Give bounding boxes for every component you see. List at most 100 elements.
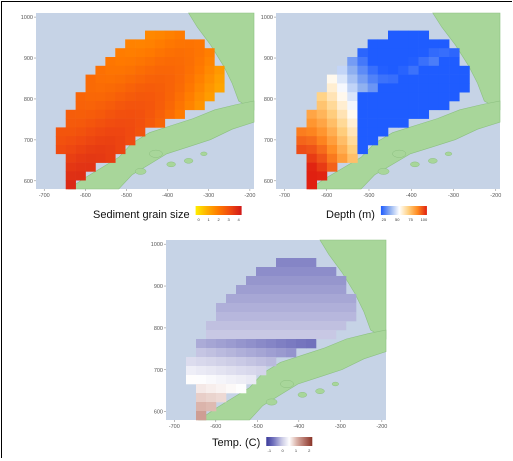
grid-cell xyxy=(95,118,106,128)
grid-cell xyxy=(145,57,156,67)
grid-cell xyxy=(286,267,297,277)
grid-cell xyxy=(246,303,257,313)
grid-cell xyxy=(206,393,217,403)
grid-cell xyxy=(226,366,237,376)
grid-cell xyxy=(184,101,195,111)
grid-cell xyxy=(408,30,419,40)
grid-cell xyxy=(296,136,307,146)
grid-cell xyxy=(337,136,348,146)
grid-cell xyxy=(154,83,166,93)
grid-cell xyxy=(216,339,227,349)
grid-cell xyxy=(186,375,197,385)
y-tick-label: 800 xyxy=(24,97,33,103)
grid-cell xyxy=(276,258,287,268)
grid-cell xyxy=(196,348,207,358)
grid-cell xyxy=(316,92,328,102)
grid-cell xyxy=(326,145,338,155)
grid-cell xyxy=(306,145,318,155)
grid-cell xyxy=(337,127,348,137)
x-tick-label: -600 xyxy=(210,424,221,430)
grid-cell xyxy=(115,145,126,155)
grid-cell xyxy=(316,101,328,111)
grid-cell xyxy=(125,109,136,119)
grid-cell xyxy=(326,101,338,111)
grid-cell xyxy=(216,366,227,376)
grid-cell xyxy=(135,39,146,49)
grid-cell xyxy=(266,330,277,340)
grid-cell xyxy=(347,57,358,67)
grid-cell xyxy=(438,92,450,102)
grid-cell xyxy=(95,153,106,163)
grid-cell xyxy=(236,285,247,295)
grid-cell xyxy=(428,83,440,93)
grid-cell xyxy=(388,48,399,58)
grid-cell xyxy=(174,39,185,49)
grid-cell xyxy=(326,330,337,340)
grid-cell xyxy=(125,57,136,67)
grid-cell xyxy=(75,101,86,111)
grid-cell xyxy=(115,101,126,111)
grid-cell xyxy=(296,294,307,304)
grid-cell xyxy=(286,276,297,286)
grid-cell xyxy=(105,83,116,93)
grid-cell xyxy=(85,118,96,128)
legend-tick-label: 4 xyxy=(237,217,240,222)
grid-cell xyxy=(105,101,116,111)
grid-cell xyxy=(125,65,136,75)
grid-cell xyxy=(174,65,185,75)
grid-cell xyxy=(256,285,267,295)
grid-cell xyxy=(256,276,267,286)
grid-cell xyxy=(174,48,185,58)
y-tick-label: 600 xyxy=(264,179,273,185)
land-south-coast xyxy=(198,329,387,421)
grid-cell xyxy=(398,30,409,40)
grid-cell xyxy=(256,357,267,367)
grid-cell xyxy=(428,101,440,111)
temp-legend-title: Temp. (C) xyxy=(212,437,260,449)
grid-cell xyxy=(95,127,106,137)
grid-cell xyxy=(135,48,146,58)
grid-cell xyxy=(388,39,399,49)
land-northeast xyxy=(319,239,387,340)
grid-cell xyxy=(85,127,96,137)
grid-cell xyxy=(216,303,227,313)
grid-cell xyxy=(135,92,146,102)
grid-cell xyxy=(266,267,277,277)
grid-cell xyxy=(326,303,337,313)
grid-cell xyxy=(326,127,338,137)
grid-cell xyxy=(85,162,96,172)
grid-cell xyxy=(226,357,237,367)
grid-cell xyxy=(206,348,217,358)
grid-cell xyxy=(346,312,357,322)
grid-cell xyxy=(326,92,338,102)
grid-cell xyxy=(337,145,348,155)
grid-cell xyxy=(418,92,430,102)
grid-cell xyxy=(337,74,348,84)
grid-cell xyxy=(276,348,287,358)
grid-cell xyxy=(337,153,348,163)
grid-cell xyxy=(357,127,368,137)
grid-cell xyxy=(206,366,217,376)
island-2 xyxy=(265,398,278,406)
grid-cell xyxy=(204,57,215,67)
grid-cell xyxy=(154,39,166,49)
grid-cell xyxy=(95,101,106,111)
grid-cell xyxy=(226,303,237,313)
grid-cell xyxy=(367,136,379,146)
grid-cell xyxy=(236,339,247,349)
legend-gradient xyxy=(380,206,427,215)
grid-cell xyxy=(196,384,207,394)
legend-tick-label: 100 xyxy=(421,217,428,222)
grid-cell xyxy=(449,65,460,75)
grid-cell xyxy=(336,321,347,331)
grid-cell xyxy=(408,57,419,67)
grid-cell xyxy=(326,118,338,128)
grid-cell xyxy=(95,74,106,84)
grid-cell xyxy=(449,92,460,102)
grid-cell xyxy=(296,285,307,295)
x-tick-label: -600 xyxy=(321,193,332,199)
grid-cell xyxy=(105,57,116,67)
grid-cell xyxy=(316,321,327,331)
grid-cell xyxy=(276,276,287,286)
grid-cell xyxy=(357,57,368,67)
